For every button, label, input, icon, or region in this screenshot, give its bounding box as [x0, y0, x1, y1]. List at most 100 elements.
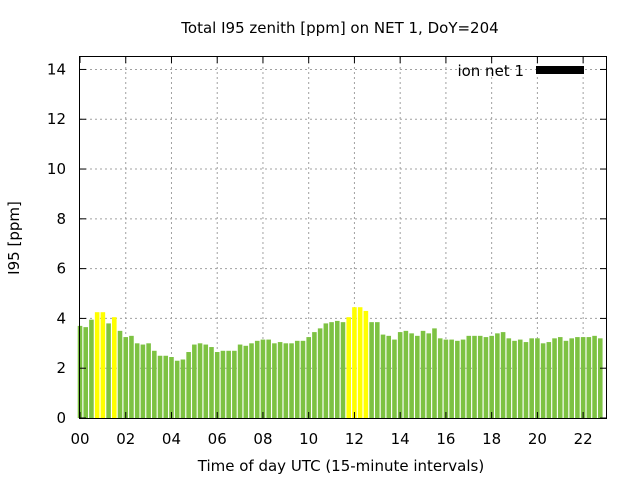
bar [100, 312, 106, 418]
bar [112, 317, 117, 418]
y-tick-label: 14 [47, 60, 66, 78]
bar [220, 350, 226, 418]
y-tick-label: 12 [47, 110, 66, 128]
bar [312, 332, 317, 418]
bar [506, 338, 512, 418]
bar [123, 337, 129, 418]
x-tick-label: 16 [436, 430, 455, 448]
x-tick-label: 10 [299, 430, 318, 448]
bar [169, 357, 174, 418]
y-tick-label: 10 [47, 160, 66, 178]
bar [146, 343, 151, 418]
bar [483, 337, 489, 418]
bar [323, 323, 329, 418]
bar [369, 322, 374, 418]
x-tick-labels: 00 02 04 06 08 10 12 14 16 18 20 22 [70, 430, 592, 448]
y-tick-labels: 0 2 4 6 8 10 12 14 [47, 60, 66, 427]
x-tick-label: 04 [162, 430, 181, 448]
bar [203, 344, 209, 418]
bar [214, 352, 220, 418]
x-tick-label: 06 [208, 430, 227, 448]
bar [449, 339, 454, 418]
bar [232, 350, 237, 418]
bar [254, 340, 260, 418]
bar [317, 328, 323, 418]
bar [129, 335, 134, 418]
bar [157, 355, 163, 418]
bar [472, 335, 477, 418]
bar [466, 335, 472, 418]
x-tick-label: 02 [116, 430, 135, 448]
bar [512, 340, 517, 418]
bar [209, 347, 214, 418]
x-tick-label: 14 [391, 430, 410, 448]
bar [380, 334, 386, 418]
bar [334, 320, 340, 418]
bar [152, 350, 157, 418]
x-tick-label: 12 [345, 430, 364, 448]
bar [403, 330, 409, 418]
y-tick-label: 6 [56, 260, 66, 278]
y-tick-label: 8 [56, 210, 66, 228]
bar [306, 337, 311, 418]
bar [586, 337, 592, 418]
bar [409, 333, 414, 418]
bar [266, 339, 271, 418]
bar [575, 337, 580, 418]
x-tick-label: 20 [528, 430, 547, 448]
x-tick-label: 08 [253, 430, 272, 448]
bar [260, 339, 266, 418]
bar [192, 344, 197, 418]
legend-swatch [536, 66, 584, 74]
bar [89, 319, 94, 418]
bar [535, 338, 540, 418]
bar [106, 323, 111, 418]
x-axis-label: Time of day UTC (15-minute intervals) [197, 457, 484, 475]
bar [289, 343, 294, 418]
bar [94, 312, 100, 418]
bar [540, 343, 546, 418]
bar [557, 337, 563, 418]
bar [329, 322, 334, 418]
bar [580, 337, 586, 418]
x-tick-label: 22 [574, 430, 593, 448]
bar [546, 342, 552, 418]
bar [420, 330, 426, 418]
bar [117, 330, 123, 418]
bar [249, 343, 254, 418]
bar [226, 350, 231, 418]
bar [392, 339, 397, 418]
bar [134, 343, 140, 418]
bars [77, 307, 603, 418]
bar [283, 343, 289, 418]
bar [523, 342, 529, 418]
bar [426, 333, 432, 418]
bar [529, 338, 534, 418]
bar [140, 344, 146, 418]
bar [294, 340, 300, 418]
bar [437, 338, 443, 418]
bar [397, 332, 403, 418]
bar [552, 338, 557, 418]
plot-frame [79, 56, 607, 419]
bar [597, 338, 603, 418]
bar [352, 307, 357, 418]
bar [375, 322, 380, 418]
bar [197, 343, 203, 418]
bar [340, 322, 346, 418]
bar [386, 335, 392, 418]
bar [432, 328, 437, 418]
bar [563, 340, 569, 418]
y-axis-label: I95 [ppm] [5, 201, 23, 275]
bar [443, 339, 449, 418]
bar [272, 343, 277, 418]
bar [495, 333, 500, 418]
bar [415, 335, 420, 418]
bar [237, 344, 243, 418]
bar [455, 340, 460, 418]
bar [180, 359, 186, 418]
bar [163, 355, 169, 418]
bar [346, 317, 352, 418]
bar [186, 352, 191, 418]
